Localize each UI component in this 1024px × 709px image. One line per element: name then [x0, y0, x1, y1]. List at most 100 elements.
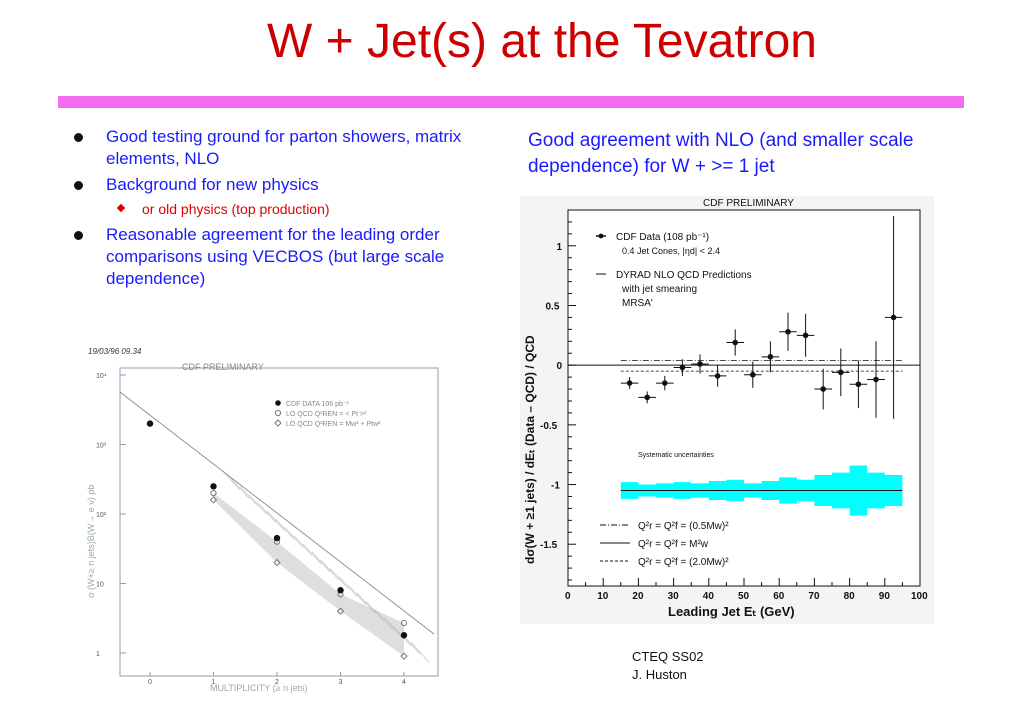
- hatch-line: [374, 609, 394, 630]
- scale-legend-label: Q²r = Q²f = (2.0Mw)²: [638, 557, 729, 568]
- lo-qcd-mw-point: [400, 652, 408, 660]
- y-tick-label: -1: [551, 481, 560, 492]
- bullet-text: Background for new physics: [106, 175, 319, 194]
- y-tick-label: 1: [96, 651, 100, 658]
- cdf-data-point: [679, 364, 686, 371]
- hatch-line: [356, 592, 376, 614]
- legend-diamond-marker: [274, 419, 282, 427]
- cdf-data-point: [210, 483, 217, 490]
- fit-line: [119, 391, 435, 635]
- prediction-band: [213, 493, 404, 657]
- bullet-dot-icon: [74, 181, 83, 190]
- cdf-data-point: [785, 328, 791, 335]
- chart-title: CDF PRELIMINARY: [182, 362, 264, 372]
- chart-legend: CDF DATA 106 pb⁻¹ LO QCD Q²REN = < Pt >²…: [274, 400, 381, 428]
- chart-legend: CDF Data (108 pb⁻¹) 0.4 Jet Cones, |ηd| …: [596, 232, 752, 309]
- hatch-line: [302, 543, 322, 565]
- hatch-line: [293, 535, 313, 556]
- sub-bullet-item: or old physics (top production): [70, 200, 490, 218]
- y-tick-label: 10⁴: [96, 373, 107, 380]
- bullet-list: Good testing ground for parton showers, …: [70, 126, 490, 294]
- footer-line: J. Huston: [632, 667, 687, 682]
- scale-legend-label: Q²r = Q²f = M²w: [638, 539, 709, 550]
- cdf-data-point: [644, 394, 650, 401]
- legend-label: LO QCD Q²REN = < Pt >²: [286, 411, 367, 418]
- slide-title: W + Jet(s) at the Tevatron: [0, 14, 1024, 69]
- jet-et-chart: CDF PRELIMINARY 0 10 20 30 40 50 60 70 80 90 10010…: [520, 196, 934, 624]
- bullet-item: Background for new physics: [70, 174, 490, 196]
- legend-label: CDF DATA 106 pb⁻¹: [286, 401, 350, 408]
- y-tick-label: 10: [96, 582, 104, 589]
- right-caption: Good agreement with NLO (and smaller sca…: [528, 130, 914, 177]
- cdf-data-point: [662, 380, 668, 386]
- hatch-line: [275, 518, 295, 540]
- cdf-data-point: [855, 381, 862, 388]
- slide-footer: CTEQ SS02 J. Huston: [632, 648, 704, 684]
- x-tick-label: 30: [668, 591, 680, 602]
- cdf-data-point: [802, 332, 809, 339]
- scale-legend: Q²r = Q²f = (0.5Mw)² Q²r = Q²f = M²w Q²r…: [600, 521, 729, 568]
- cdf-data-point: [873, 376, 879, 383]
- hatch-line: [230, 477, 250, 499]
- hatch-line: [248, 494, 268, 515]
- y-tick-label: 10²: [96, 512, 107, 519]
- hatch-line: [257, 502, 277, 524]
- legend-label: with jet smearing: [621, 284, 697, 295]
- hatch-line: [365, 600, 385, 622]
- y-axis-label: dσ(W + ≥1 jets) / dEₜ (Data – QCD) / QCD: [523, 335, 537, 564]
- cdf-data-point: [890, 314, 897, 321]
- plot-frame: [567, 209, 921, 587]
- x-axis-label: MULTIPLICITY (≥ n jets): [210, 683, 308, 693]
- cdf-data-point: [767, 354, 774, 360]
- bullet-item: Reasonable agreement for the leading ord…: [70, 224, 490, 290]
- legend-label: CDF Data (108 pb⁻¹): [616, 232, 709, 243]
- cdf-data-point: [146, 420, 154, 427]
- hatch-line: [266, 510, 286, 532]
- bullet-text: Reasonable agreement for the leading ord…: [106, 225, 445, 288]
- x-tick-label: 3: [339, 679, 343, 686]
- title-divider: [58, 96, 964, 108]
- cdf-data-point: [714, 373, 721, 379]
- legend-open-marker: [274, 409, 282, 417]
- x-tick-label: 60: [773, 591, 785, 602]
- legend-data-marker: [598, 233, 604, 239]
- lo-qcd-mw-point: [209, 496, 218, 504]
- hatch-line: [311, 551, 331, 573]
- y-tick-label: 10³: [96, 443, 107, 450]
- multiplicity-chart: 19/03/96 09.34 CDF PRELIMINARY 0 1 2 3 4 1 10 1…: [82, 340, 444, 696]
- x-tick-label: 4: [402, 679, 406, 686]
- legend-filled-marker: [275, 400, 281, 406]
- sub-bullet-text: or old physics (top production): [142, 201, 330, 217]
- x-tick-label: 50: [738, 591, 750, 602]
- y-axis-label: σ (W+≥ n jets)B(W→ e ν) pb: [86, 485, 96, 598]
- hatch-line: [338, 576, 358, 597]
- hatch-line: [284, 527, 304, 548]
- legend-label: MRSA': [622, 298, 653, 309]
- bullet-text: Good testing ground for parton showers, …: [106, 127, 462, 168]
- chart-stamp: 19/03/96 09.34: [88, 347, 142, 356]
- hatch-line: [320, 559, 340, 581]
- lo-qcd-mw-point: [273, 558, 281, 567]
- cdf-data-point: [750, 371, 756, 378]
- diamond-bullet-icon: [116, 203, 126, 213]
- cdf-data-point: [820, 386, 826, 392]
- hatch-line: [329, 568, 349, 589]
- x-tick-label: 0: [148, 679, 152, 686]
- legend-label: LO QCD Q²REN = Mw² + Ptw²: [286, 421, 381, 428]
- y-tick-label: 0.5: [546, 301, 560, 312]
- lo-qcd-mw-point: [336, 607, 345, 615]
- x-tick-label: 20: [632, 591, 644, 602]
- chart-title: CDF PRELIMINARY: [703, 198, 794, 209]
- hatch-line: [410, 641, 430, 663]
- lo-qcd-pt-point: [400, 619, 408, 627]
- bullet-item: Good testing ground for parton showers, …: [70, 126, 490, 170]
- footer-line: CTEQ SS02: [632, 649, 704, 664]
- y-tick-label: -0.5: [540, 421, 558, 432]
- x-tick-label: 10: [597, 591, 609, 602]
- hatch-line: [347, 584, 367, 606]
- bullet-dot-icon: [74, 133, 83, 142]
- x-tick-label: 80: [844, 591, 856, 602]
- legend-label: DYRAD NLO QCD Predictions: [616, 270, 752, 281]
- band-label: Systematic uncertainties: [638, 452, 714, 459]
- y-tick-label: 0: [557, 361, 563, 372]
